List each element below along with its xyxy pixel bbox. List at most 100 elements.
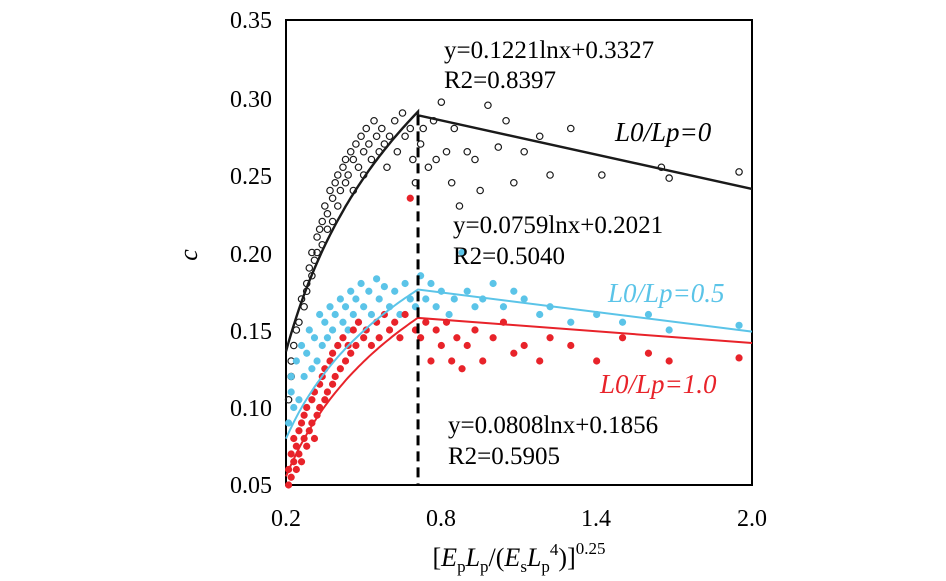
data-point-l0-lp-0.5 [326, 303, 334, 311]
data-point-l0-lp-1.0 [479, 357, 487, 365]
plot-frame [285, 19, 753, 486]
data-point-l0-lp-0.5 [290, 403, 298, 412]
data-point-l0-lp-0 [323, 209, 332, 218]
data-point-l0-lp-0.5 [567, 318, 575, 326]
x-axis-title: [EpLp/(EsLp4)]0.25 [433, 539, 606, 576]
data-point-l0-lp-1.0 [375, 334, 383, 342]
data-point-l0-lp-1.0 [471, 326, 479, 334]
data-point-l0-lp-0.5 [536, 310, 544, 319]
data-point-l0-lp-1.0 [300, 411, 308, 419]
data-point-l0-lp-0 [336, 186, 345, 195]
data-point-l0-lp-0.5 [735, 321, 743, 329]
data-point-l0-lp-1.0 [396, 334, 404, 342]
data-point-l0-lp-0 [352, 140, 360, 148]
data-point-l0-lp-1.0 [297, 458, 306, 466]
data-point-l0-lp-0 [520, 147, 528, 156]
data-point-l0-lp-1.0 [401, 310, 409, 319]
data-point-l0-lp-0.5 [295, 396, 303, 404]
data-point-l0-lp-0.5 [367, 310, 376, 319]
data-point-l0-lp-0 [385, 132, 394, 141]
data-point-l0-lp-1.0 [520, 341, 528, 350]
data-point-l0-lp-0 [476, 186, 484, 195]
data-point-l0-lp-1.0 [303, 403, 311, 412]
data-point-l0-lp-0 [598, 171, 606, 179]
equation-red: y=0.0808lnx+0.1856 [448, 412, 658, 439]
data-point-l0-lp-0 [546, 171, 554, 179]
data-point-l0-lp-0.5 [339, 318, 347, 326]
data-point-l0-lp-1.0 [458, 365, 466, 373]
data-point-l0-lp-0 [365, 140, 373, 148]
data-point-l0-lp-0.5 [305, 326, 313, 334]
data-point-l0-lp-0 [398, 109, 407, 117]
data-point-l0-lp-0 [326, 186, 334, 195]
data-point-l0-lp-1.0 [510, 349, 518, 357]
fit-line-red [285, 315, 753, 477]
data-point-l0-lp-1.0 [297, 419, 306, 427]
data-point-l0-lp-1.0 [665, 357, 673, 365]
data-point-l0-lp-1.0 [284, 481, 293, 489]
data-point-l0-lp-1.0 [321, 396, 329, 404]
data-point-l0-lp-0.5 [300, 372, 308, 381]
data-point-l0-lp-0 [341, 155, 350, 164]
data-point-l0-lp-0.5 [336, 295, 344, 303]
data-point-l0-lp-0.5 [287, 388, 295, 396]
data-point-l0-lp-0.5 [341, 303, 350, 311]
data-point-l0-lp-0.5 [313, 357, 321, 365]
data-point-l0-lp-1.0 [287, 450, 295, 458]
data-point-l0-lp-1.0 [360, 334, 368, 342]
data-point-l0-lp-0.5 [450, 295, 458, 303]
data-point-l0-lp-0.5 [422, 295, 430, 303]
data-point-l0-lp-0.5 [391, 287, 399, 295]
y-tick-label: 0.15 [230, 319, 272, 345]
data-point-l0-lp-0.5 [618, 318, 627, 326]
equation-blue: y=0.0759lnx+0.2021 [453, 212, 663, 239]
data-point-l0-lp-0 [535, 132, 544, 141]
data-point-l0-lp-1.0 [453, 334, 461, 342]
data-point-l0-lp-0 [300, 302, 308, 311]
data-point-l0-lp-0 [377, 124, 386, 133]
data-point-l0-lp-1.0 [352, 341, 360, 350]
series-label-black: L0/Lp=0 [614, 117, 712, 147]
series-l0lp-1.0-points [284, 194, 743, 489]
data-point-l0-lp-0 [383, 163, 391, 172]
data-point-l0-lp-0 [401, 132, 409, 141]
data-point-l0-lp-0.5 [297, 341, 306, 350]
data-point-l0-lp-0 [494, 143, 503, 151]
data-point-l0-lp-1.0 [341, 357, 350, 365]
data-point-l0-lp-0.5 [331, 310, 339, 319]
data-point-l0-lp-1.0 [329, 380, 337, 388]
data-point-l0-lp-0 [315, 225, 324, 234]
data-point-l0-lp-0 [333, 202, 342, 210]
data-point-l0-lp-1.0 [618, 334, 627, 342]
data-point-l0-lp-0.5 [489, 279, 497, 288]
x-tick-label: 2.0 [737, 506, 767, 532]
data-point-l0-lp-0 [735, 168, 743, 176]
y-tick-label: 0.20 [230, 242, 272, 268]
data-point-l0-lp-0 [367, 155, 376, 164]
data-point-l0-lp-0.5 [396, 310, 404, 319]
data-point-l0-lp-0.5 [318, 341, 326, 350]
data-point-l0-lp-0.5 [344, 326, 352, 334]
data-point-l0-lp-0 [665, 174, 673, 182]
data-point-l0-lp-0 [393, 147, 402, 156]
data-point-l0-lp-0 [416, 140, 425, 148]
data-point-l0-lp-0 [344, 171, 352, 179]
data-point-l0-lp-0 [406, 124, 415, 133]
data-point-l0-lp-0.5 [360, 303, 368, 311]
data-point-l0-lp-1.0 [427, 357, 435, 365]
data-point-l0-lp-0.5 [329, 326, 337, 334]
data-point-l0-lp-0 [323, 225, 332, 234]
data-point-l0-lp-1.0 [567, 341, 575, 350]
data-point-l0-lp-0.5 [308, 365, 316, 373]
data-point-l0-lp-0 [354, 163, 363, 172]
series-label-blue: L0/Lp=0.5 [607, 278, 725, 308]
data-point-l0-lp-1.0 [406, 194, 414, 202]
data-point-l0-lp-0.5 [321, 318, 329, 326]
data-point-l0-lp-0 [289, 341, 298, 350]
data-point-l0-lp-0.5 [406, 295, 414, 303]
data-point-l0-lp-0 [484, 101, 492, 110]
data-point-l0-lp-1.0 [349, 326, 357, 334]
r2-red: R2=0.5905 [448, 443, 560, 470]
data-point-l0-lp-1.0 [290, 434, 298, 443]
data-point-l0-lp-0.5 [644, 310, 653, 319]
